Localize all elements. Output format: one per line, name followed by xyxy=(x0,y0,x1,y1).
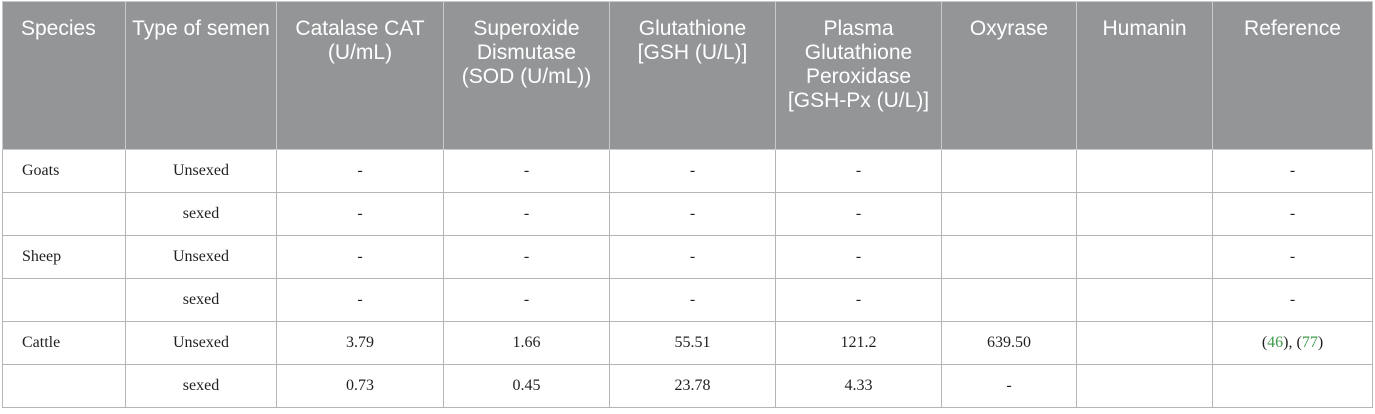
header-superoxide-dismutase: Superoxide Dismutase (SOD (U/mL)) xyxy=(443,1,610,150)
cell-catalase: - xyxy=(276,149,444,193)
cell-reference xyxy=(1212,364,1373,408)
cell-sod: 1.66 xyxy=(443,321,610,365)
cell-oxyrase xyxy=(941,235,1077,279)
cell-type-of-semen: Unsexed xyxy=(125,235,277,279)
reference-separator: ), ( xyxy=(1283,334,1302,351)
reference-paren: ( xyxy=(1261,334,1268,351)
reference-paren: ) xyxy=(1317,334,1324,351)
cell-species xyxy=(2,364,126,408)
cell-catalase: - xyxy=(276,192,444,236)
cell-species: Cattle xyxy=(2,321,126,365)
cell-oxyrase xyxy=(941,192,1077,236)
cell-reference: - xyxy=(1212,235,1373,279)
cell-humanin xyxy=(1076,192,1213,236)
cell-catalase: - xyxy=(276,235,444,279)
header-species: Species xyxy=(2,1,126,150)
cell-sod: - xyxy=(443,192,610,236)
cell-reference: (46), (77) xyxy=(1212,321,1373,365)
cell-gsh: 55.51 xyxy=(609,321,776,365)
table-row: sexed - - - - - xyxy=(2,278,1373,322)
cell-type-of-semen: Unsexed xyxy=(125,149,277,193)
cell-gsh: - xyxy=(609,235,776,279)
reference-link-77[interactable]: 77 xyxy=(1301,334,1318,351)
cell-humanin xyxy=(1076,149,1213,193)
header-humanin: Humanin xyxy=(1076,1,1213,150)
cell-catalase: - xyxy=(276,278,444,322)
cell-reference: - xyxy=(1212,149,1373,193)
cell-oxyrase xyxy=(941,149,1077,193)
cell-type-of-semen: sexed xyxy=(125,278,277,322)
header-plasma-glutathione-peroxidase: Plasma Glutathione Peroxidase [GSH-Px (U… xyxy=(775,1,942,150)
cell-sod: - xyxy=(443,149,610,193)
cell-gsh-px: - xyxy=(775,278,942,322)
cell-type-of-semen: Unsexed xyxy=(125,321,277,365)
table-row: Cattle Unsexed 3.79 1.66 55.51 121.2 639… xyxy=(2,321,1373,365)
cell-oxyrase: - xyxy=(941,364,1077,408)
cell-gsh-px: - xyxy=(775,149,942,193)
cell-oxyrase: 639.50 xyxy=(941,321,1077,365)
header-catalase: Catalase CAT (U/mL) xyxy=(276,1,444,150)
cell-reference: - xyxy=(1212,278,1373,322)
cell-species: Goats xyxy=(2,149,126,193)
cell-sod: 0.45 xyxy=(443,364,610,408)
cell-sod: - xyxy=(443,235,610,279)
cell-humanin xyxy=(1076,278,1213,322)
cell-gsh: - xyxy=(609,149,776,193)
cell-gsh-px: - xyxy=(775,235,942,279)
cell-gsh: - xyxy=(609,278,776,322)
cell-type-of-semen: sexed xyxy=(125,192,277,236)
header-type-of-semen: Type of semen xyxy=(125,1,277,150)
cell-humanin xyxy=(1076,321,1213,365)
cell-sod: - xyxy=(443,278,610,322)
reference-link-46[interactable]: 46 xyxy=(1267,334,1284,351)
table-row: sexed - - - - - xyxy=(2,192,1373,236)
cell-gsh: - xyxy=(609,192,776,236)
table-row: sexed 0.73 0.45 23.78 4.33 - xyxy=(2,364,1373,408)
cell-catalase: 3.79 xyxy=(276,321,444,365)
cell-catalase: 0.73 xyxy=(276,364,444,408)
header-row: Species Type of semen Catalase CAT (U/mL… xyxy=(2,1,1373,150)
cell-gsh-px: 4.33 xyxy=(775,364,942,408)
cell-species xyxy=(2,192,126,236)
cell-species: Sheep xyxy=(2,235,126,279)
cell-gsh-px: - xyxy=(775,192,942,236)
cell-species xyxy=(2,278,126,322)
table-row: Goats Unsexed - - - - - xyxy=(2,149,1373,193)
cell-oxyrase xyxy=(941,278,1077,322)
cell-type-of-semen: sexed xyxy=(125,364,277,408)
cell-humanin xyxy=(1076,235,1213,279)
cell-humanin xyxy=(1076,364,1213,408)
header-oxyrase: Oxyrase xyxy=(941,1,1077,150)
table-row: Sheep Unsexed - - - - - xyxy=(2,235,1373,279)
cell-gsh-px: 121.2 xyxy=(775,321,942,365)
cell-reference: - xyxy=(1212,192,1373,236)
cell-gsh: 23.78 xyxy=(609,364,776,408)
header-glutathione: Glutathione [GSH (U/L)] xyxy=(609,1,776,150)
header-reference: Reference xyxy=(1212,1,1373,150)
